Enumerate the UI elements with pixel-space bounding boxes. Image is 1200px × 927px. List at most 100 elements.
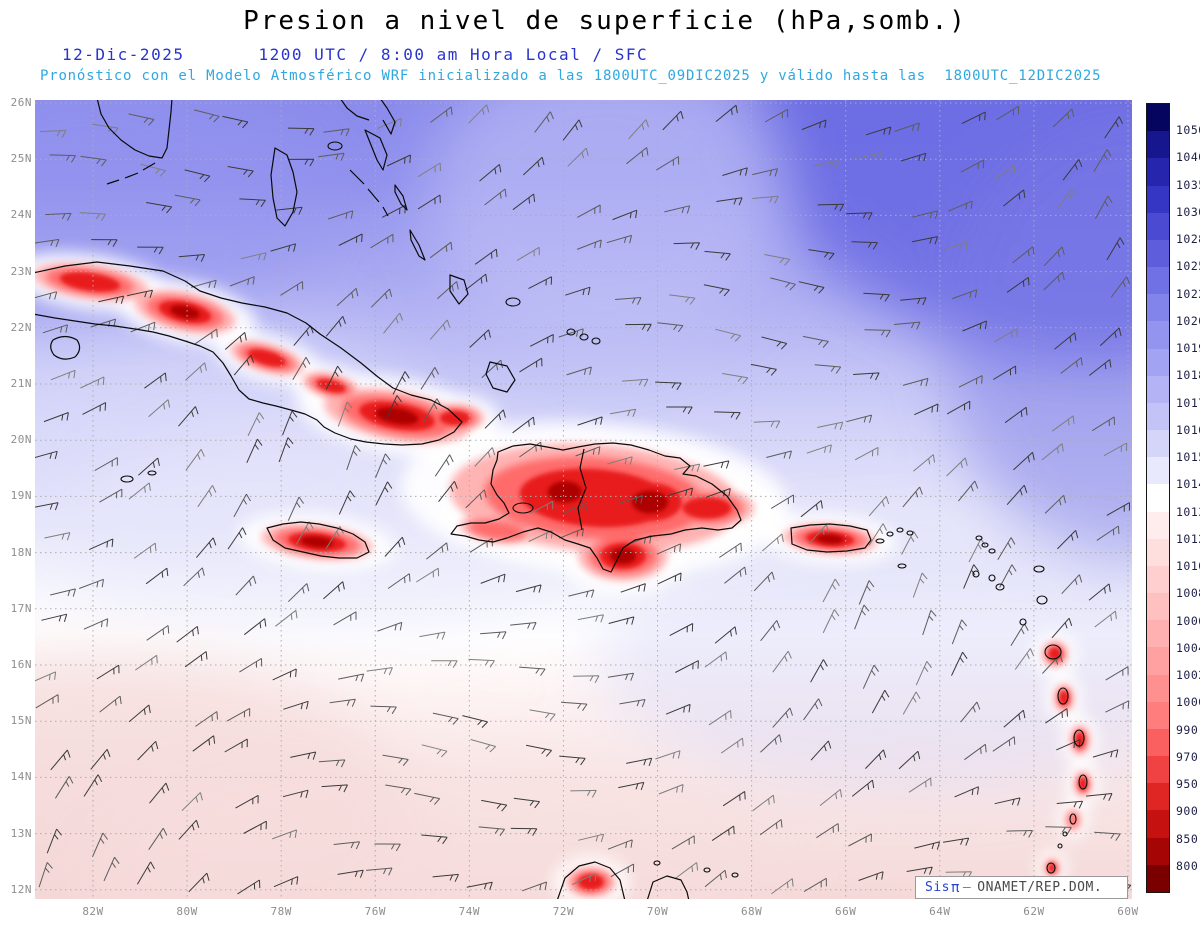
wind-barb <box>964 743 987 761</box>
wind-barb <box>657 322 684 333</box>
subtitle-model-line: Pronóstico con el Modelo Atmosférico WRF… <box>40 68 1102 84</box>
colorbar-segment <box>1147 783 1169 811</box>
wind-barb <box>516 246 540 262</box>
wind-barb <box>566 366 592 376</box>
wind-barb <box>149 782 170 804</box>
island-outline <box>1046 862 1056 874</box>
colorbar-tick-label: 1020 <box>1176 313 1200 328</box>
wind-barb <box>1045 708 1068 724</box>
wind-barb <box>512 193 536 211</box>
wind-barb <box>656 543 682 555</box>
wind-barb <box>338 673 365 682</box>
wind-barb <box>479 164 502 182</box>
wind-barb <box>183 567 205 587</box>
wind-barb <box>851 779 875 797</box>
wind-barb <box>813 160 840 169</box>
credit-org: ONAMET/REP.DOM. <box>977 880 1103 895</box>
wind-barb <box>176 626 199 643</box>
wind-barb <box>233 354 255 376</box>
wind-barb <box>31 671 57 683</box>
island-outline <box>886 531 894 537</box>
coastline <box>364 129 388 171</box>
wind-barb <box>906 866 933 875</box>
wind-barb <box>290 751 317 760</box>
wind-barb <box>822 609 840 634</box>
wind-barb <box>233 493 251 518</box>
island-outline <box>972 570 980 578</box>
wind-barb <box>519 666 546 676</box>
wind-barb <box>386 395 403 420</box>
wind-barb <box>563 502 589 514</box>
wind-barb <box>871 690 890 714</box>
wind-barb <box>803 877 827 893</box>
wind-barb <box>913 454 936 472</box>
wind-barb <box>912 210 939 219</box>
wind-barb <box>848 833 872 847</box>
wind-barb <box>808 249 835 261</box>
wind-barb <box>671 835 695 850</box>
wind-barb <box>145 567 169 585</box>
wind-barb <box>764 108 789 123</box>
wind-barb <box>1013 451 1035 471</box>
pressure-blob-dark-core <box>631 490 669 514</box>
lat-tick-label: 24N <box>10 208 32 222</box>
wind-barb <box>237 879 261 895</box>
wind-barb <box>673 242 701 251</box>
wind-barb <box>136 861 155 885</box>
colorbar-segment <box>1147 864 1169 892</box>
wind-barb <box>770 277 796 291</box>
wind-barb <box>32 502 59 511</box>
island-outline <box>897 563 907 569</box>
wind-barb <box>621 378 649 387</box>
wind-barb <box>94 457 118 471</box>
wind-barb <box>803 698 823 721</box>
wind-barb <box>278 437 294 463</box>
wind-barb <box>954 786 979 798</box>
wind-barb <box>1093 149 1112 172</box>
wind-barb <box>610 863 635 878</box>
wind-barb <box>432 712 459 725</box>
wind-barb <box>992 736 1016 752</box>
pressure-blob-dark-core <box>547 481 583 503</box>
wind-barb <box>720 737 744 754</box>
wind-barb <box>560 701 588 711</box>
wind-barb <box>962 320 987 332</box>
wind-barb <box>140 163 166 177</box>
island-outline <box>512 502 534 514</box>
island-outline <box>1036 595 1048 605</box>
wind-barb <box>894 321 921 330</box>
wind-barb <box>431 660 458 668</box>
colorbar-tick-label: 1025 <box>1176 259 1200 274</box>
wind-barb <box>235 575 257 596</box>
wind-barb <box>273 876 299 888</box>
credit-separator: – <box>962 880 972 895</box>
wind-barb <box>1106 502 1130 516</box>
wind-barb <box>666 406 693 415</box>
wind-barb <box>83 774 103 797</box>
wind-barb <box>481 799 508 812</box>
coastline <box>409 229 426 261</box>
colorbar-tick-label: 1000 <box>1176 695 1200 710</box>
wind-barb <box>722 373 749 385</box>
island-outline <box>995 583 1005 591</box>
wind-barb <box>1051 617 1073 639</box>
wind-barb <box>226 707 251 722</box>
colorbar-tick-label: 1002 <box>1176 668 1200 683</box>
wind-barb <box>704 250 731 261</box>
island-outline <box>1062 831 1068 837</box>
lat-tick-label: 20N <box>10 433 32 447</box>
wind-barb <box>377 621 403 632</box>
island-outline <box>975 535 983 541</box>
coastline <box>450 442 742 573</box>
wind-barb <box>426 542 449 560</box>
wind-barb <box>711 825 735 842</box>
wind-barb <box>432 873 459 882</box>
wind-barb <box>801 119 827 131</box>
wind-barb <box>559 527 584 539</box>
coastline <box>577 448 587 531</box>
wind-barb <box>280 281 304 296</box>
page-title: Presion a nivel de superficie (hPa,somb.… <box>243 6 967 36</box>
wind-barb <box>429 241 453 259</box>
island-outline <box>1019 618 1027 626</box>
